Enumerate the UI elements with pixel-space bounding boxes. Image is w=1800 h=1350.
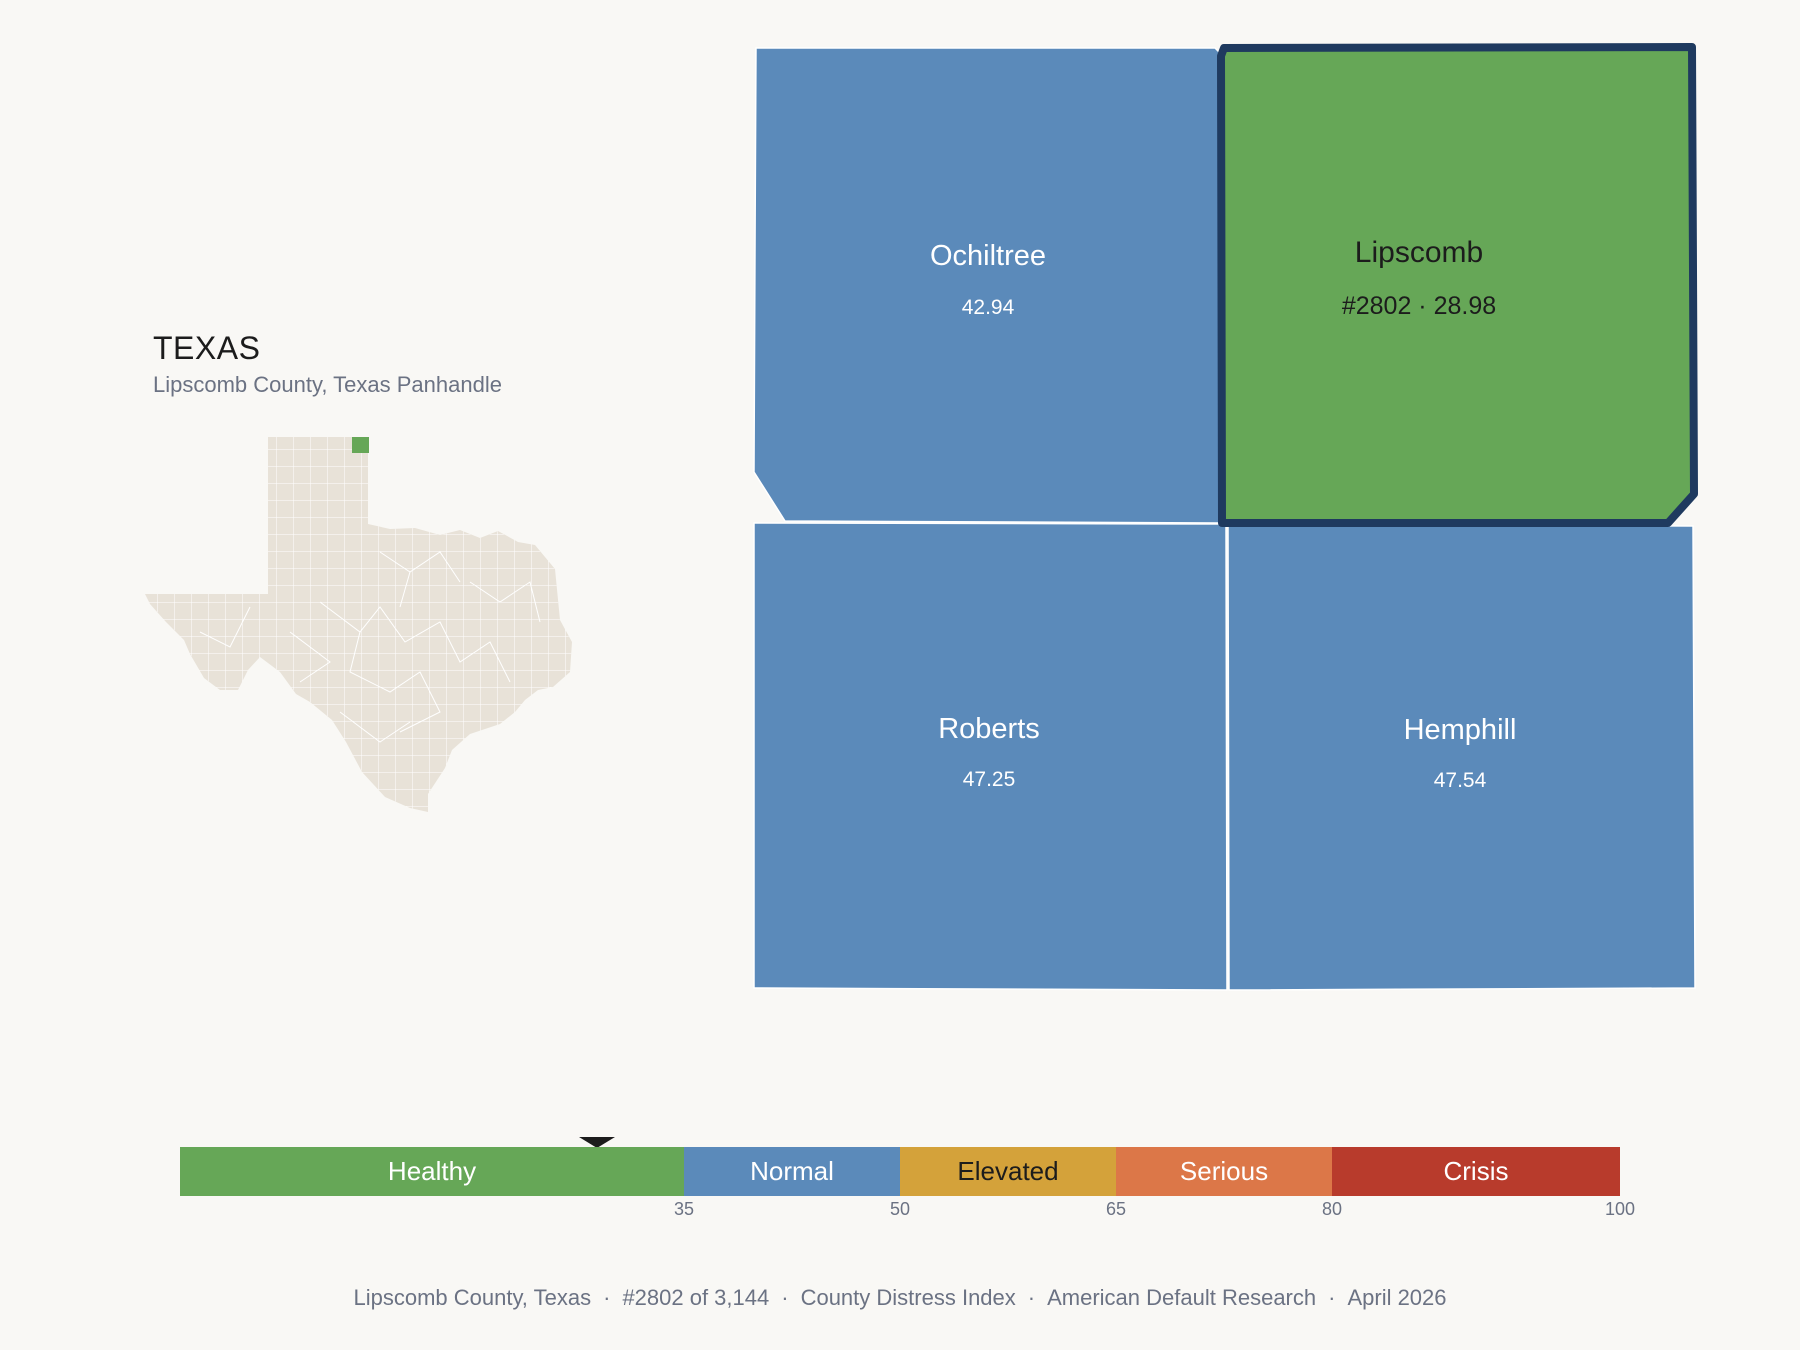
county-label-hemphill: Hemphill bbox=[1404, 714, 1517, 746]
footer-separator: · bbox=[1027, 1285, 1036, 1310]
footer-separator: · bbox=[781, 1285, 789, 1310]
distress-scale-bar: Healthy Normal Elevated Serious Crisis bbox=[180, 1147, 1620, 1196]
lipscomb-locator-highlight bbox=[352, 437, 369, 453]
county-label-ochiltree: Ochiltree bbox=[930, 240, 1046, 272]
footer-separator: · bbox=[1328, 1285, 1336, 1310]
county-hemphill[interactable] bbox=[1227, 523, 1696, 991]
scale-segment-crisis: Crisis bbox=[1332, 1147, 1620, 1196]
footer-county: Lipscomb County, Texas bbox=[353, 1285, 592, 1310]
state-subtitle: Lipscomb County, Texas Panhandle bbox=[153, 372, 502, 397]
county-ochiltree[interactable] bbox=[753, 47, 1225, 524]
state-title: TEXAS bbox=[153, 330, 261, 366]
scale-tick: 80 bbox=[1321, 1199, 1343, 1219]
scale-tick: 100 bbox=[1604, 1199, 1636, 1219]
county-roberts[interactable] bbox=[753, 522, 1228, 991]
footer-rank: #2802 of 3,144 bbox=[622, 1285, 770, 1310]
county-value-ochiltree: 42.94 bbox=[962, 296, 1015, 319]
score-marker bbox=[579, 1137, 616, 1148]
scale-segment-normal: Normal bbox=[684, 1147, 900, 1196]
scale-segment-elevated: Elevated bbox=[900, 1147, 1116, 1196]
footer-separator: · bbox=[603, 1285, 611, 1310]
county-lipscomb[interactable] bbox=[1217, 43, 1698, 527]
scale-segment-serious: Serious bbox=[1116, 1147, 1332, 1196]
scale-segment-healthy: Healthy bbox=[180, 1147, 684, 1196]
county-label-lipscomb: Lipscomb bbox=[1355, 236, 1483, 269]
scale-tick: 50 bbox=[889, 1199, 911, 1219]
footer-date: April 2026 bbox=[1347, 1285, 1447, 1310]
footer-source: American Default Research bbox=[1047, 1285, 1317, 1310]
footer: Lipscomb County, Texas · #2802 of 3,144 · Co… bbox=[0, 1285, 1800, 1311]
texas-locator-map bbox=[145, 437, 572, 812]
county-value-hemphill: 47.54 bbox=[1434, 769, 1487, 792]
footer-index-name: County Distress Index bbox=[800, 1285, 1016, 1310]
county-value-lipscomb: #2802 · 28.98 bbox=[1342, 292, 1496, 320]
county-value-roberts: 47.25 bbox=[963, 768, 1016, 791]
county-label-roberts: Roberts bbox=[938, 713, 1040, 745]
scale-tick: 35 bbox=[673, 1199, 695, 1219]
scale-tick: 65 bbox=[1105, 1199, 1127, 1219]
